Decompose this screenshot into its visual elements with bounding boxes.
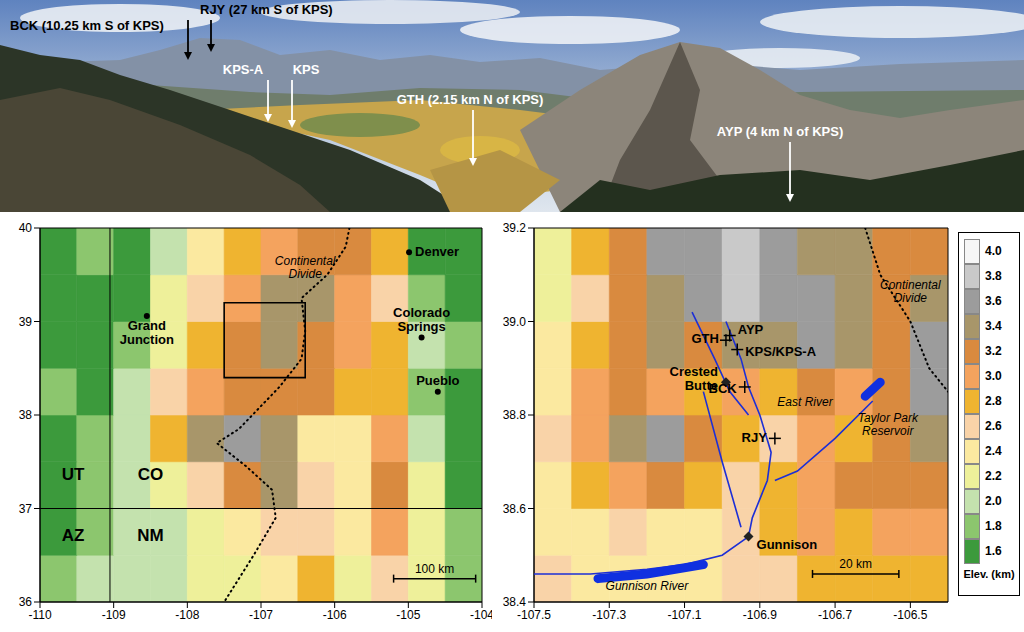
svg-text:-106.5: -106.5: [893, 608, 927, 622]
svg-text:Denver: Denver: [415, 244, 459, 259]
svg-text:-105: -105: [396, 608, 420, 622]
svg-text:KPS/KPS-A: KPS/KPS-A: [745, 344, 816, 359]
html-text:2.2: 2.2: [985, 469, 1002, 483]
svg-text:38.8: 38.8: [503, 408, 527, 422]
html-text:Elev. (km): Elev. (km): [963, 568, 1015, 580]
svg-text:Gunnison River: Gunnison River: [606, 579, 690, 593]
svg-text:CO: CO: [138, 465, 164, 484]
svg-text:NM: NM: [137, 526, 163, 545]
svg-text:AYP (4 km N of KPS): AYP (4 km N of KPS): [717, 124, 843, 139]
svg-text:38.6: 38.6: [503, 502, 527, 516]
html-text:4.0: 4.0: [985, 244, 1002, 258]
svg-text:39.2: 39.2: [503, 221, 527, 235]
html-text:2.8: 2.8: [985, 394, 1002, 408]
svg-text:BCK (10.25 km S of KPS): BCK (10.25 km S of KPS): [10, 18, 164, 33]
svg-text:GTH: GTH: [691, 331, 718, 346]
svg-text:20 km: 20 km: [839, 557, 872, 571]
svg-text:38.4: 38.4: [503, 595, 527, 609]
svg-text:-107.3: -107.3: [592, 608, 626, 622]
svg-text:AZ: AZ: [62, 526, 85, 545]
html-text:1.6: 1.6: [985, 544, 1002, 558]
svg-text:Gunnison: Gunnison: [757, 537, 818, 552]
svg-text:-110: -110: [28, 608, 51, 622]
svg-text:37: 37: [19, 502, 33, 516]
svg-text:-107.1: -107.1: [668, 608, 702, 622]
svg-text:KPS-A: KPS-A: [223, 62, 264, 77]
html-text:3.0: 3.0: [985, 369, 1002, 383]
html-text:3.2: 3.2: [985, 344, 1002, 358]
svg-text:Pueblo: Pueblo: [416, 373, 459, 388]
svg-text:GTH (2.15 km N of KPS): GTH (2.15 km N of KPS): [397, 92, 544, 107]
html-text:2.4: 2.4: [985, 444, 1002, 458]
svg-text:UT: UT: [62, 465, 85, 484]
svg-text:GrandJunction: GrandJunction: [120, 318, 174, 347]
svg-text:RJY: RJY: [742, 430, 768, 445]
svg-text:AYP: AYP: [738, 322, 764, 337]
html-text:3.6: 3.6: [985, 294, 1002, 308]
svg-text:38: 38: [19, 408, 33, 422]
html-text:Crested: Crested: [669, 364, 718, 380]
svg-text:-107: -107: [249, 608, 273, 622]
svg-text:ContinentalDivide: ContinentalDivide: [275, 254, 336, 281]
svg-text:ColoradoSprings: ColoradoSprings: [393, 305, 450, 334]
svg-text:100 km: 100 km: [415, 562, 454, 576]
svg-text:36: 36: [19, 595, 33, 609]
svg-text:39: 39: [19, 315, 33, 329]
html-text:3.4: 3.4: [985, 319, 1002, 333]
html-text:3.8: 3.8: [985, 269, 1002, 283]
svg-text:Taylor ParkReservoir: Taylor ParkReservoir: [858, 411, 919, 438]
svg-text:RJY (27 km S of KPS): RJY (27 km S of KPS): [200, 2, 333, 17]
svg-text:-104: -104: [470, 608, 492, 622]
svg-text:40: 40: [19, 221, 33, 235]
svg-text:-106: -106: [323, 608, 347, 622]
svg-text:39.0: 39.0: [503, 315, 527, 329]
svg-text:-107.5: -107.5: [517, 608, 551, 622]
svg-text:ContinentalDivide: ContinentalDivide: [880, 278, 941, 305]
html-text:Butte: Butte: [684, 378, 718, 394]
svg-text:-106.7: -106.7: [818, 608, 852, 622]
svg-text:-106.9: -106.9: [743, 608, 777, 622]
html-text:2.0: 2.0: [985, 494, 1002, 508]
svg-text:-109: -109: [102, 608, 126, 622]
html-text:1.8: 1.8: [985, 519, 1002, 533]
svg-text:East River: East River: [777, 395, 833, 409]
svg-text:-108: -108: [175, 608, 199, 622]
svg-text:KPS: KPS: [293, 62, 320, 77]
html-text:2.6: 2.6: [985, 419, 1002, 433]
svg-text:BCK: BCK: [709, 381, 738, 396]
